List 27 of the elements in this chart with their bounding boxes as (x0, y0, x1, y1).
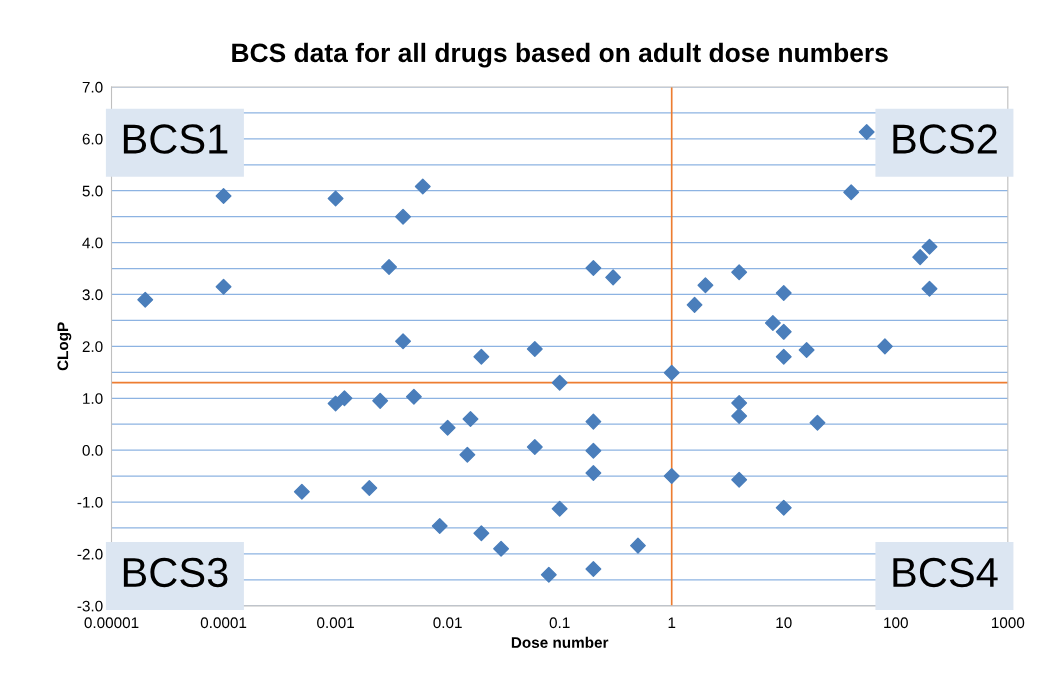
y-tick-label: -1.0 (77, 496, 103, 508)
y-tick-label: 4.0 (82, 237, 103, 249)
y-tick-label: 7.0 (82, 81, 103, 93)
x-tick-label: 100 (884, 617, 908, 629)
x-tick-label: 0.0001 (200, 617, 247, 629)
annotation: BCS4 (893, 557, 998, 588)
y-tick-label: -2.0 (77, 548, 103, 560)
y-tick-label: -3.0 (77, 600, 103, 612)
y-tick-label: 0.0 (82, 445, 103, 456)
y-tick-label: 5.0 (82, 185, 103, 197)
x-tick-label: 0.1 (549, 617, 570, 629)
y-tick-label: 2.0 (82, 341, 103, 353)
annotation: BCS1 (123, 124, 228, 154)
x-tick-label: 0.01 (433, 617, 462, 629)
x-tick-label: 0.00001 (84, 617, 139, 629)
y-tick-label: 3.0 (82, 289, 103, 301)
x-tick-label: 1 (668, 617, 676, 628)
x-tick-label: 10 (776, 617, 792, 629)
y-tick-label: 1.0 (83, 393, 103, 404)
annotation: BCS2 (893, 124, 997, 154)
annotation: BCS3 (123, 557, 228, 588)
x-tick-label: 0.001 (317, 617, 354, 629)
y-tick-label: 6.0 (82, 133, 103, 145)
x-axis-title: Dose number (511, 636, 609, 648)
chart-title: BCS data for all drugs based on adult dose numbers (232, 42, 888, 68)
x-tick-label: 1000 (991, 617, 1025, 629)
y-axis-title: CLogP (57, 322, 72, 371)
